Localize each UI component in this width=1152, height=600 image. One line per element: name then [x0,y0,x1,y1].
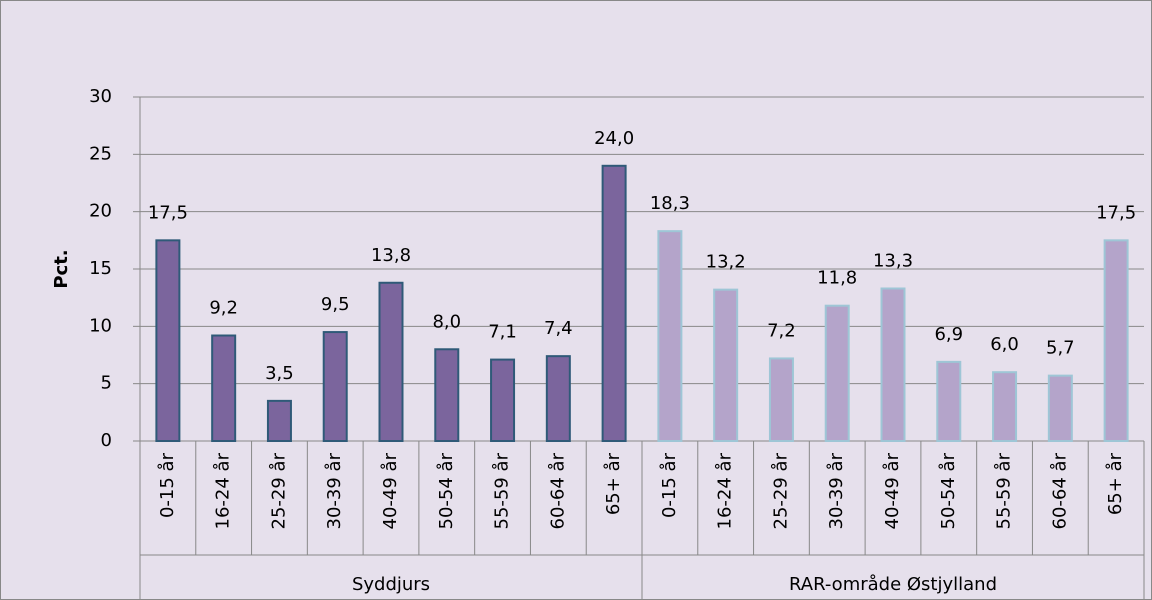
data-label: 17,5 [148,202,188,223]
bar [211,334,237,442]
x-tick-label: 0-15 år [157,452,178,518]
data-label: 7,2 [767,320,796,341]
x-tick-label: 40-49 år [380,452,401,529]
x-tick-label: 65+ år [603,452,624,515]
x-tick-label: 65+ år [1105,452,1126,515]
bar [657,230,683,442]
x-tick-label: 16-24 år [715,452,736,529]
bar [266,399,292,443]
bar [880,287,906,443]
bar [545,355,571,442]
data-label: 13,2 [706,252,746,273]
bar [434,348,460,442]
x-tick-label: 0-15 år [659,452,680,518]
group-label: RAR-område Østjylland [789,574,997,595]
data-label: 6,9 [934,324,963,345]
bar [601,164,627,443]
y-tick-label: 20 [89,201,112,222]
data-label: 17,5 [1096,202,1136,223]
y-tick-label: 5 [101,373,112,394]
x-tick-label: 50-54 år [436,452,457,529]
data-label: 7,4 [544,318,573,339]
data-label: 3,5 [265,363,294,384]
bar [824,304,850,442]
data-label: 18,3 [650,193,690,214]
y-tick-label: 30 [89,86,112,107]
bar [992,371,1018,443]
x-tick-label: 50-54 år [938,452,959,529]
bar [1103,239,1129,442]
data-label: 6,0 [990,334,1019,355]
bar [1047,374,1073,443]
data-label: 9,2 [209,298,238,319]
data-label: 13,3 [873,250,913,271]
y-tick-label: 0 [101,430,112,451]
x-tick-label: 30-39 år [826,452,847,529]
x-tick-label: 55-59 år [994,452,1015,529]
data-label: 24,0 [594,128,634,149]
bar [322,331,348,443]
x-tick-label: 40-49 år [882,452,903,529]
x-tick-label: 60-64 år [1049,452,1070,529]
bar [155,239,181,442]
bar [378,281,404,443]
x-tick-label: 30-39 år [324,452,345,529]
y-tick-label: 25 [89,143,112,164]
group-label: Syddjurs [352,574,430,595]
x-tick-label: 60-64 år [547,452,568,529]
bar [490,358,516,442]
x-tick-label: 25-29 år [268,452,289,529]
y-tick-label: 15 [89,258,112,279]
y-tick-label: 10 [89,315,112,336]
bar [768,357,794,442]
x-tick-label: 55-59 år [492,452,513,529]
data-label: 9,5 [321,294,350,315]
x-tick-label: 16-24 år [213,452,234,529]
y-axis-label: Pct. [51,249,72,288]
data-label: 13,8 [371,245,411,266]
data-label: 11,8 [817,268,857,289]
bar [936,360,962,443]
bar [713,288,739,443]
data-label: 8,0 [432,311,461,332]
x-tick-label: 25-29 år [770,452,791,529]
data-label: 5,7 [1046,338,1075,359]
data-label: 7,1 [488,322,517,343]
